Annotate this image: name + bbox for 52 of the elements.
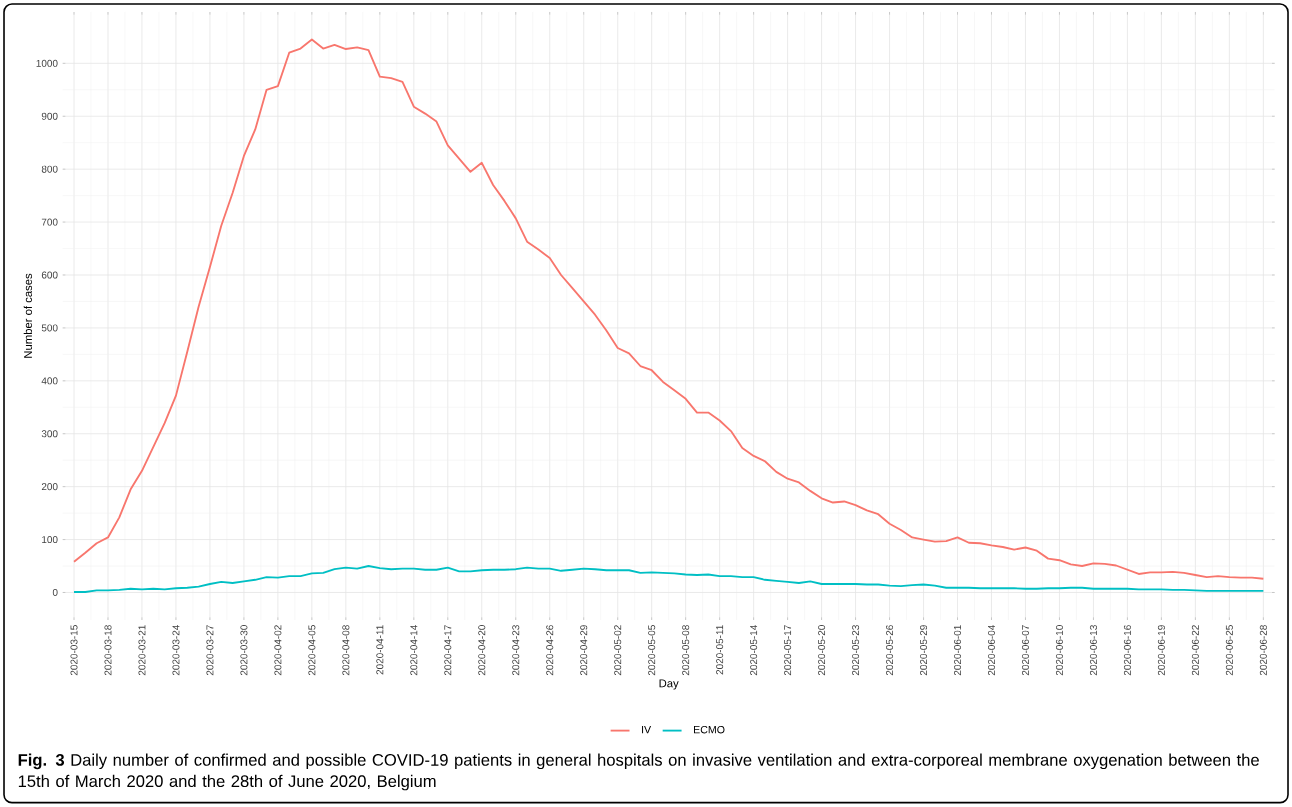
y-tick-label: 100 bbox=[42, 536, 58, 544]
x-tick-label: 2020-04-08 bbox=[342, 625, 350, 676]
x-tick-label: 2020-06-13 bbox=[1089, 625, 1097, 676]
x-tick-label: 2020-03-21 bbox=[138, 625, 146, 676]
y-tick-label: 600 bbox=[41, 271, 58, 279]
x-tick-label: 2020-03-18 bbox=[104, 625, 112, 676]
x-tick-label: 2020-04-26 bbox=[546, 625, 554, 676]
x-tick-label: 2020-04-05 bbox=[308, 625, 316, 676]
x-tick-label: 2020-03-27 bbox=[206, 625, 214, 676]
x-tick-label: 2020-06-04 bbox=[987, 625, 996, 676]
x-tick-label: 2020-04-02 bbox=[274, 625, 282, 676]
x-tick-label: 2020-05-20 bbox=[818, 625, 826, 676]
x-tick-label: 2020-05-29 bbox=[920, 625, 928, 676]
x-tick-label: 2020-05-05 bbox=[648, 625, 656, 676]
y-tick-label: 900 bbox=[41, 112, 58, 120]
x-tick-label: 2020-05-14 bbox=[750, 625, 758, 676]
x-tick-label: 2020-05-17 bbox=[784, 625, 792, 676]
x-tick-label: 2020-03-15 bbox=[70, 625, 78, 676]
x-tick-label: 2020-04-20 bbox=[478, 625, 486, 676]
x-tick-label: 2020-04-11 bbox=[376, 625, 384, 675]
x-tick-label: 2020-04-14 bbox=[410, 625, 418, 676]
y-tick-label: 0 bbox=[52, 589, 58, 597]
x-axis-title: Day bbox=[659, 679, 679, 690]
x-tick-label: 2020-03-24 bbox=[172, 625, 180, 676]
text: Fig. 3 Daily number of confirmed and possible COVID-19 patients in general hospitals on invasive ventilation and extra-corporeal membrane oxygenation between the 15th of March 2020 and the 28th of June 2020, Belgium bbox=[18, 753, 1259, 791]
x-tick-label: 2020-06-16 bbox=[1123, 625, 1131, 676]
x-tick-label: 2020-06-01 bbox=[953, 625, 962, 676]
x-tick-label: 2020-05-08 bbox=[682, 625, 690, 676]
x-tick-label: 2020-06-25 bbox=[1225, 625, 1233, 676]
x-tick-label: 2020-04-23 bbox=[512, 625, 520, 676]
x-tick-label: 2020-06-28 bbox=[1259, 625, 1267, 676]
legend-label: IV bbox=[642, 726, 652, 734]
y-tick-label: 400 bbox=[41, 377, 58, 385]
x-tick-label: 2020-04-29 bbox=[580, 625, 588, 676]
y-tick-label: 300 bbox=[41, 430, 58, 438]
x-tick-label: 2020-05-11 bbox=[716, 625, 724, 675]
x-tick-label: 2020-06-22 bbox=[1191, 625, 1199, 676]
x-tick-label: 2020-06-10 bbox=[1055, 625, 1063, 676]
x-tick-label: 2020-05-23 bbox=[852, 625, 860, 676]
x-tick-label: 2020-03-30 bbox=[240, 625, 248, 676]
x-tick-label: 2020-06-19 bbox=[1157, 625, 1165, 676]
y-axis-title: Number of cases bbox=[23, 273, 33, 358]
y-tick-label: 500 bbox=[41, 324, 58, 332]
y-tick-label: 800 bbox=[41, 165, 58, 173]
x-tick-label: 2020-05-02 bbox=[614, 625, 622, 676]
legend-label: ECMO bbox=[694, 726, 725, 734]
y-tick-label: 1000 bbox=[36, 59, 58, 68]
y-tick-label: 200 bbox=[41, 483, 58, 491]
x-tick-label: 2020-05-26 bbox=[886, 625, 894, 676]
x-tick-label: 2020-04-17 bbox=[444, 625, 452, 676]
y-tick-label: 700 bbox=[41, 218, 58, 226]
x-tick-label: 2020-06-07 bbox=[1021, 625, 1030, 676]
